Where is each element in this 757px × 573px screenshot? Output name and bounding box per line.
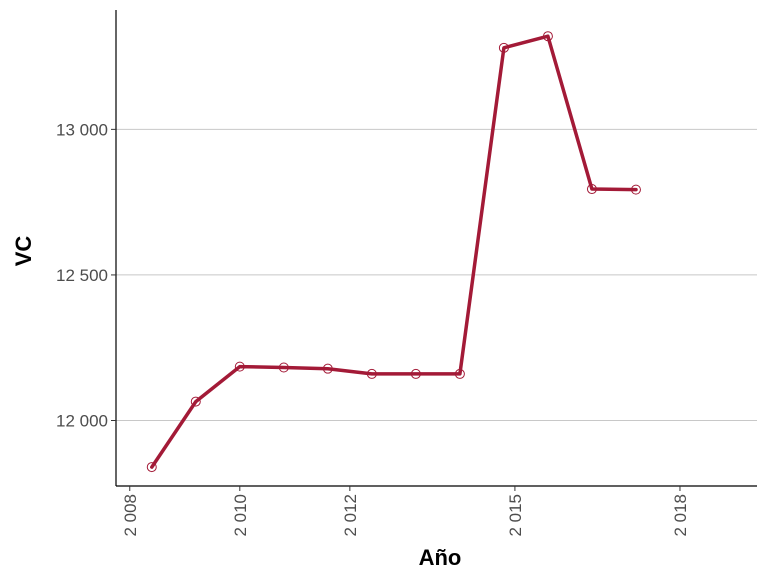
data-point: [410, 368, 421, 379]
data-point: [542, 31, 553, 42]
data-point: [454, 368, 465, 379]
data-point: [146, 462, 157, 473]
y-axis-ticks: 12 000 12 500 13 000: [56, 120, 116, 430]
x-axis-ticks: 2 008 2 010 2 012 2 015 2 018: [121, 486, 690, 537]
y-tick-label: 12 500: [56, 266, 108, 285]
y-tick-label: 13 000: [56, 120, 108, 139]
data-point: [322, 363, 333, 374]
axes: [115, 10, 757, 487]
plot-area: [146, 31, 641, 473]
data-point: [498, 42, 509, 53]
data-point: [190, 396, 201, 407]
grid-lines: [116, 128, 757, 421]
data-point: [366, 368, 377, 379]
data-point: [278, 362, 289, 373]
x-tick-label: 2 010: [231, 494, 250, 537]
x-axis-title: Año: [419, 545, 462, 570]
x-tick-label: 2 012: [341, 494, 360, 537]
y-axis-title: VC: [11, 236, 36, 267]
series-line: [150, 34, 638, 469]
x-tick-label: 2 015: [506, 494, 525, 537]
x-tick-label: 2 008: [121, 494, 140, 537]
x-tick-label: 2 018: [671, 494, 690, 537]
data-point: [630, 184, 641, 195]
data-point: [234, 361, 245, 372]
y-tick-label: 12 000: [56, 411, 108, 430]
data-point: [586, 184, 597, 195]
